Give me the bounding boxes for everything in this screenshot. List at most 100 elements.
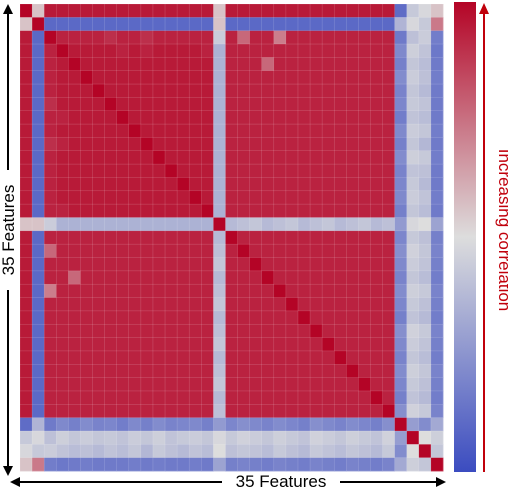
heatmap-cell — [237, 297, 251, 312]
heatmap-cell — [165, 324, 178, 338]
heatmap-cell — [20, 164, 33, 178]
heatmap-cell — [213, 150, 226, 165]
heatmap-cell — [225, 444, 238, 459]
heatmap-cell — [116, 44, 130, 58]
heatmap-cell — [370, 377, 383, 392]
heatmap-cell — [80, 257, 93, 272]
heatmap-cell — [213, 404, 226, 419]
heatmap-cell — [297, 70, 311, 85]
heatmap-cell — [249, 337, 263, 352]
heatmap-cell — [56, 204, 69, 218]
heatmap-cell — [297, 230, 311, 245]
heatmap-cell — [201, 44, 214, 58]
heatmap-cell — [346, 57, 359, 72]
heatmap-cell — [44, 417, 57, 432]
heatmap-cell — [310, 364, 323, 378]
heatmap-cell — [285, 390, 299, 405]
heatmap-cell — [261, 190, 275, 205]
heatmap-cell — [80, 457, 93, 472]
heatmap-cell — [406, 457, 420, 472]
heatmap-cell — [68, 137, 81, 152]
heatmap-cell — [346, 297, 359, 312]
heatmap-cell — [80, 337, 93, 352]
heatmap-cell — [346, 137, 359, 152]
heatmap-cell — [297, 84, 311, 98]
heatmap-cell — [370, 4, 383, 18]
heatmap-cell — [32, 364, 45, 378]
heatmap-cell — [189, 17, 202, 32]
heatmap-cell — [346, 284, 359, 298]
heatmap-cell — [116, 217, 130, 232]
heatmap-cell — [225, 217, 238, 232]
heatmap-cell — [165, 444, 178, 459]
heatmap-cell — [358, 84, 371, 98]
heatmap-cell — [249, 57, 263, 72]
heatmap-cell — [152, 337, 166, 352]
heatmap-cell — [44, 137, 57, 152]
heatmap-cell — [128, 337, 142, 352]
heatmap-cell — [32, 244, 45, 258]
heatmap-cell — [32, 284, 45, 298]
heatmap-cell — [261, 4, 275, 18]
heatmap-cell — [177, 4, 190, 18]
heatmap-cell — [297, 137, 311, 152]
heatmap-cell — [382, 444, 396, 459]
heatmap-cell — [189, 4, 202, 18]
heatmap-cell — [418, 230, 432, 245]
heatmap-cell — [213, 177, 226, 192]
heatmap-cell — [322, 30, 335, 45]
heatmap-cell — [418, 84, 432, 98]
heatmap-cell — [237, 137, 251, 152]
heatmap-cell — [68, 124, 81, 138]
heatmap-cell — [310, 244, 323, 258]
heatmap-cell — [297, 124, 311, 138]
heatmap-cell — [128, 457, 142, 472]
heatmap-cell — [104, 190, 118, 205]
heatmap-cell — [201, 417, 214, 432]
heatmap-cell — [213, 110, 226, 125]
heatmap-cell — [358, 17, 371, 32]
heatmap-cell — [418, 217, 432, 232]
heatmap-cell — [177, 110, 190, 125]
heatmap-cell — [249, 204, 263, 218]
heatmap-cell — [201, 30, 214, 45]
heatmap-cell — [406, 337, 420, 352]
heatmap-cell — [273, 364, 287, 378]
heatmap-cell — [189, 364, 202, 378]
heatmap-cell — [310, 150, 323, 165]
heatmap-cell — [104, 444, 118, 459]
heatmap-cell — [165, 190, 178, 205]
heatmap-cell — [177, 124, 190, 138]
heatmap-cell — [334, 137, 347, 152]
heatmap-cell — [213, 44, 226, 58]
heatmap-cell — [406, 297, 420, 312]
heatmap-cell — [92, 270, 105, 285]
heatmap-cell — [237, 430, 251, 445]
heatmap-cell — [165, 257, 178, 272]
heatmap-cell — [334, 110, 347, 125]
heatmap-cell — [430, 270, 444, 285]
heatmap-cell — [56, 70, 69, 85]
heatmap-cell — [116, 190, 130, 205]
heatmap-cell — [346, 110, 359, 125]
heatmap-cell — [189, 177, 202, 192]
heatmap-cell — [261, 30, 275, 45]
heatmap-cell — [225, 417, 238, 432]
heatmap-cell — [370, 137, 383, 152]
heatmap-cell — [406, 44, 420, 58]
heatmap-cell — [346, 457, 359, 472]
heatmap-cell — [92, 217, 105, 232]
heatmap-cell — [56, 150, 69, 165]
heatmap-cell — [68, 70, 81, 85]
heatmap-cell — [44, 364, 57, 378]
heatmap-cell — [128, 444, 142, 459]
heatmap-cell — [44, 124, 57, 138]
heatmap-cell — [237, 190, 251, 205]
heatmap-cell — [358, 110, 371, 125]
heatmap-cell — [273, 30, 287, 45]
heatmap-cell — [261, 57, 275, 72]
heatmap-cell — [237, 230, 251, 245]
heatmap-cell — [225, 297, 238, 312]
heatmap-cell — [310, 84, 323, 98]
heatmap-cell — [249, 97, 263, 112]
